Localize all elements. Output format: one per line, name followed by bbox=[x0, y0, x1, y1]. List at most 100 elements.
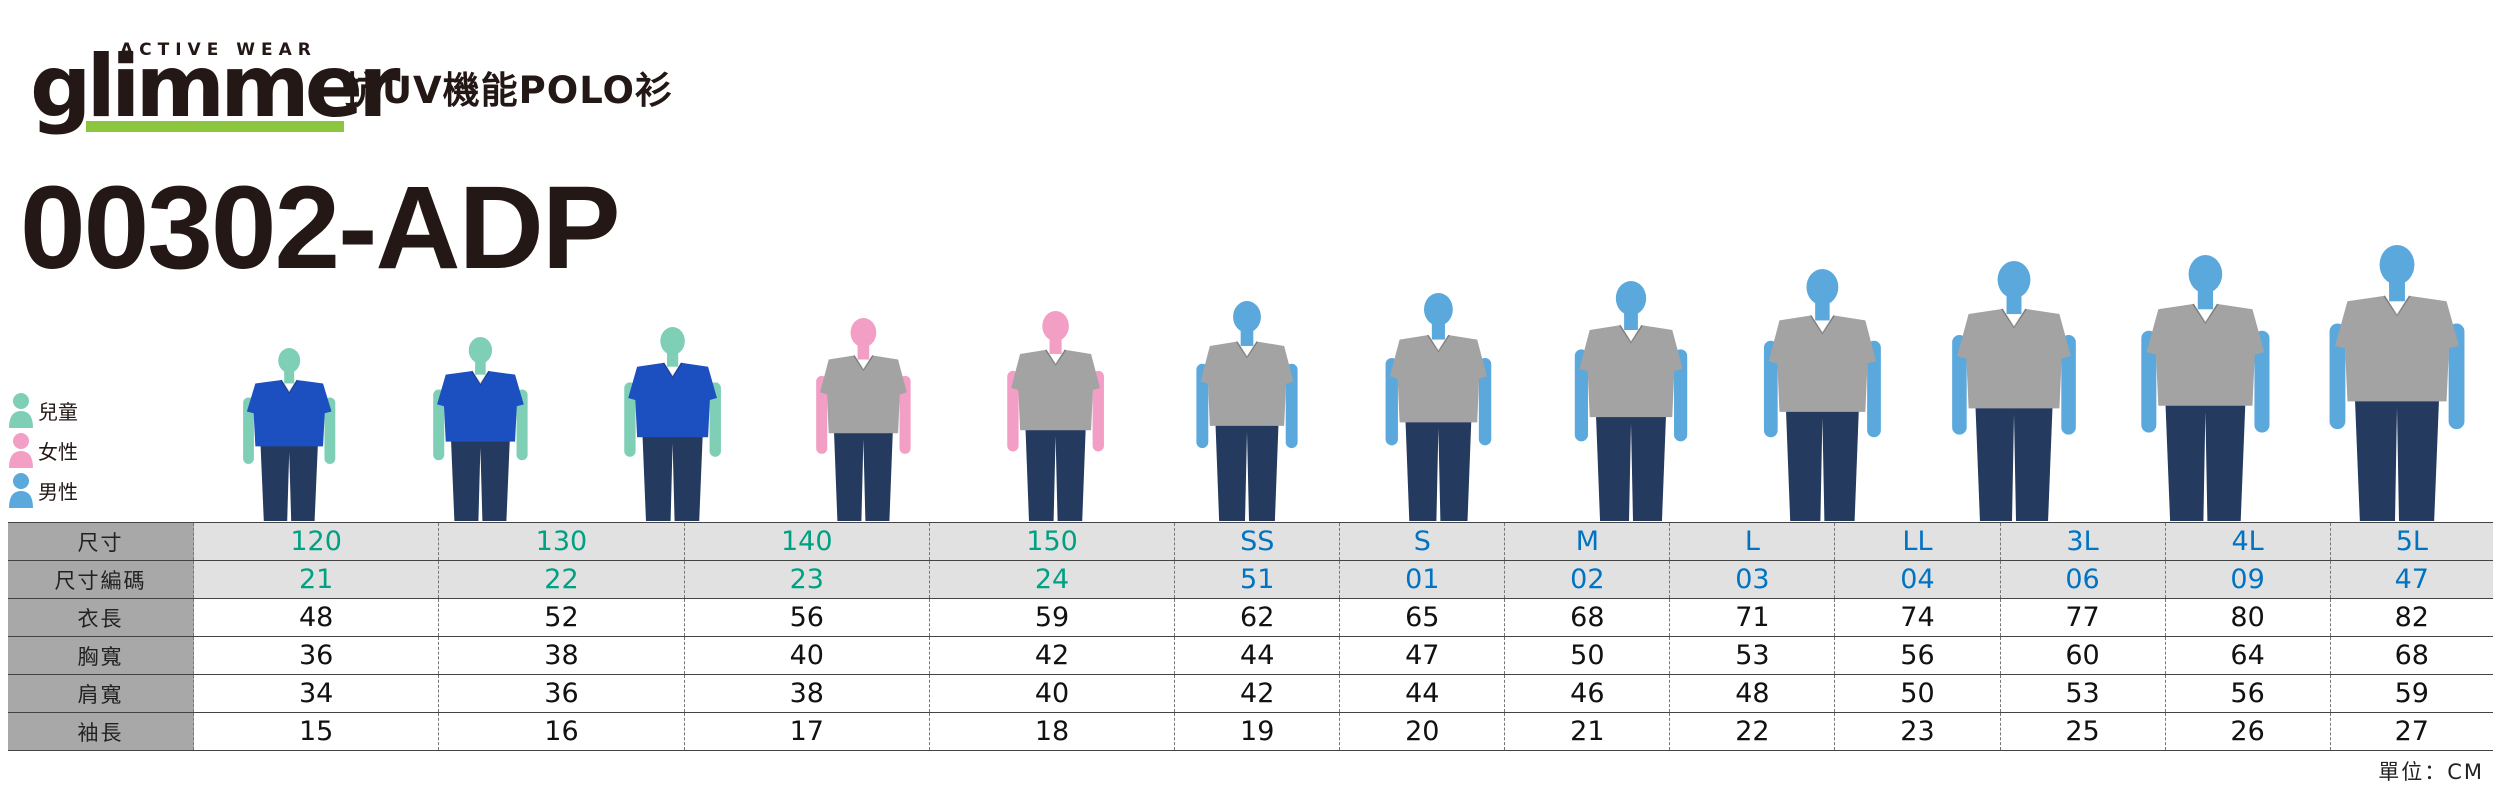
table-cell: 24 bbox=[928, 560, 1175, 599]
model-figure-4L bbox=[2137, 254, 2274, 522]
table-cell: 82 bbox=[2329, 598, 2493, 637]
row-header: 尺寸編碼 bbox=[8, 560, 194, 599]
model-figure-M bbox=[1382, 292, 1495, 522]
female-person-icon bbox=[9, 433, 33, 468]
table-cell: 23 bbox=[1834, 712, 2000, 751]
table-cell: 56 bbox=[1834, 636, 2000, 675]
table-cell: 53 bbox=[1999, 674, 2166, 713]
table-cell: 68 bbox=[2329, 636, 2493, 675]
table-cell: 01 bbox=[1339, 560, 1505, 599]
table-cell: S bbox=[1339, 522, 1505, 561]
table-cell: 77 bbox=[1999, 598, 2166, 637]
table-cell: 50 bbox=[1504, 636, 1670, 675]
model-figure-L bbox=[1571, 280, 1691, 522]
size-row: 尺寸 120 130 140 150 SS S M L LL 3L 4L 5L bbox=[8, 522, 2493, 561]
table-cell: 23 bbox=[683, 560, 930, 599]
table-cell: 150 bbox=[928, 522, 1175, 561]
legend-label: 女性 bbox=[38, 439, 78, 464]
table-cell: 65 bbox=[1339, 598, 1505, 637]
child-person-icon bbox=[9, 393, 33, 428]
table-cell: 62 bbox=[1174, 598, 1340, 637]
table-cell: 59 bbox=[928, 598, 1175, 637]
table-cell: 27 bbox=[2329, 712, 2493, 751]
legend-item-child: 兒童 bbox=[8, 390, 108, 430]
table-cell: SS bbox=[1174, 522, 1340, 561]
figure-legend: 兒童 女性 男性 bbox=[8, 390, 108, 510]
brand-tagline: ACTIVE WEAR bbox=[120, 40, 317, 60]
row-header: 肩寬 bbox=[8, 674, 194, 713]
row-header: 尺寸 bbox=[8, 522, 194, 561]
table-cell: 47 bbox=[1339, 636, 1505, 675]
table-cell: 52 bbox=[438, 598, 685, 637]
model-figure-S bbox=[1193, 300, 1301, 522]
table-cell: 80 bbox=[2164, 598, 2331, 637]
table-cell: 40 bbox=[928, 674, 1175, 713]
brand-accent-bar bbox=[86, 121, 344, 132]
male-person-icon bbox=[9, 473, 33, 508]
table-cell: 42 bbox=[928, 636, 1175, 675]
table-cell: 44 bbox=[1339, 674, 1505, 713]
table-cell: 120 bbox=[192, 522, 439, 561]
table-cell: 56 bbox=[2164, 674, 2331, 713]
legend-item-female: 女性 bbox=[8, 430, 108, 470]
brand-name: glimmer bbox=[30, 37, 400, 137]
table-cell: 38 bbox=[683, 674, 930, 713]
table-cell: 19 bbox=[1174, 712, 1340, 751]
sleeve-length-row: 袖長 15 16 17 18 19 20 21 22 23 25 26 27 bbox=[8, 712, 2493, 751]
table-cell: 36 bbox=[438, 674, 685, 713]
table-cell: 4L bbox=[2164, 522, 2331, 561]
table-cell: 17 bbox=[683, 712, 930, 751]
table-cell: 68 bbox=[1504, 598, 1670, 637]
table-cell: 59 bbox=[2329, 674, 2493, 713]
table-cell: 04 bbox=[1834, 560, 2000, 599]
table-cell: 22 bbox=[438, 560, 685, 599]
table-cell: 22 bbox=[1669, 712, 1835, 751]
table-cell: 71 bbox=[1669, 598, 1835, 637]
table-cell: 36 bbox=[192, 636, 439, 675]
table-cell: 42 bbox=[1174, 674, 1340, 713]
table-cell: 15 bbox=[192, 712, 439, 751]
model-figure-LL bbox=[1760, 268, 1885, 522]
table-cell: 06 bbox=[1999, 560, 2166, 599]
table-cell: 56 bbox=[683, 598, 930, 637]
model-figure-150 bbox=[813, 317, 914, 522]
model-figure-5L bbox=[2325, 244, 2469, 522]
table-cell: 38 bbox=[438, 636, 685, 675]
product-model-number: 00302-ADP bbox=[20, 162, 621, 294]
table-cell: 51 bbox=[1174, 560, 1340, 599]
model-figure-140 bbox=[621, 326, 724, 522]
table-cell: 60 bbox=[1999, 636, 2166, 675]
table-cell: 26 bbox=[2164, 712, 2331, 751]
model-figure-3L bbox=[1948, 260, 2080, 522]
row-header: 衣長 bbox=[8, 598, 194, 637]
table-cell: 21 bbox=[192, 560, 439, 599]
table-cell: 20 bbox=[1339, 712, 1505, 751]
model-figure-SS bbox=[1004, 310, 1107, 522]
table-cell: 44 bbox=[1174, 636, 1340, 675]
table-cell: 25 bbox=[1999, 712, 2166, 751]
table-cell: 34 bbox=[192, 674, 439, 713]
size-code-row: 尺寸編碼 21 22 23 24 51 01 02 03 04 06 09 47 bbox=[8, 560, 2493, 599]
legend-label: 兒童 bbox=[38, 399, 78, 424]
table-cell: 64 bbox=[2164, 636, 2331, 675]
shoulder-width-row: 肩寬 34 36 38 40 42 44 46 48 50 53 56 59 bbox=[8, 674, 2493, 713]
table-cell: M bbox=[1504, 522, 1670, 561]
table-cell: 02 bbox=[1504, 560, 1670, 599]
table-cell: 48 bbox=[1669, 674, 1835, 713]
unit-note: 單位：CM bbox=[2378, 760, 2484, 784]
model-figure-130 bbox=[430, 336, 531, 522]
product-subtitle: 抗UV機能POLO衫 bbox=[344, 69, 673, 112]
legend-label: 男性 bbox=[38, 479, 78, 504]
table-cell: L bbox=[1669, 522, 1835, 561]
table-cell: 130 bbox=[438, 522, 685, 561]
legend-item-male: 男性 bbox=[8, 470, 108, 510]
table-cell: 03 bbox=[1669, 560, 1835, 599]
table-cell: 48 bbox=[192, 598, 439, 637]
table-cell: 50 bbox=[1834, 674, 2000, 713]
table-cell: 140 bbox=[683, 522, 930, 561]
row-header: 胸寬 bbox=[8, 636, 194, 675]
table-cell: 16 bbox=[438, 712, 685, 751]
model-figure-120 bbox=[240, 347, 338, 522]
table-cell: 40 bbox=[683, 636, 930, 675]
table-cell: 3L bbox=[1999, 522, 2166, 561]
